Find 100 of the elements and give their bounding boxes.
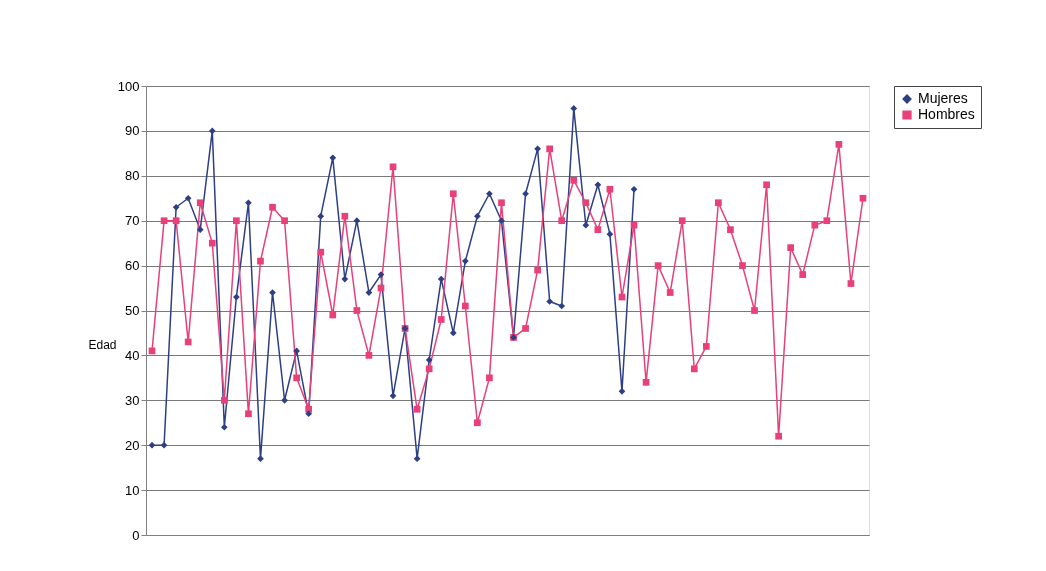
- y-tick-label: 70: [125, 213, 140, 229]
- point: [281, 396, 288, 404]
- point: [449, 329, 457, 337]
- point: [763, 181, 770, 189]
- point: [208, 127, 216, 135]
- y-tick-label: 90: [125, 123, 140, 139]
- point: [486, 190, 493, 198]
- point: [835, 141, 843, 148]
- point: [775, 432, 782, 440]
- legend-label: Hombres: [918, 106, 975, 122]
- y-tick-label: 100: [117, 78, 140, 94]
- point: [269, 289, 276, 296]
- point: [642, 378, 650, 386]
- point: [582, 221, 590, 229]
- point: [437, 275, 445, 283]
- point: [823, 217, 831, 225]
- point: [353, 307, 361, 314]
- point: [172, 203, 180, 211]
- y-tick-label: 80: [125, 168, 140, 184]
- point: [799, 271, 807, 278]
- y-tick-label: 50: [125, 303, 140, 318]
- point: [582, 199, 590, 207]
- point: [329, 154, 337, 162]
- point: [245, 410, 252, 418]
- y-tick-label: 40: [125, 347, 140, 363]
- y-tick-label: 60: [125, 258, 140, 274]
- point: [474, 419, 481, 427]
- point: [148, 441, 156, 449]
- point: [220, 423, 228, 431]
- point: [498, 199, 505, 207]
- point: [558, 302, 566, 310]
- point: [208, 239, 216, 247]
- point: [317, 248, 325, 256]
- point: [630, 221, 638, 229]
- y-tick-label: 0: [132, 527, 140, 543]
- point: [160, 217, 168, 225]
- point: [486, 374, 493, 382]
- point: [281, 217, 288, 225]
- point: [293, 374, 300, 382]
- point: [618, 387, 626, 395]
- point: [461, 302, 469, 310]
- point: [654, 262, 662, 269]
- point: [389, 392, 397, 400]
- point: [666, 289, 674, 296]
- point: [425, 356, 433, 364]
- point: [172, 217, 180, 225]
- point: [522, 325, 529, 332]
- point: [606, 230, 614, 238]
- point: [811, 221, 819, 229]
- point: [534, 145, 541, 153]
- y-tick-label: 30: [125, 392, 140, 408]
- point: [196, 226, 204, 234]
- legend-label: Mujeres: [918, 90, 968, 106]
- point: [630, 185, 638, 193]
- point: [413, 455, 421, 463]
- point: [341, 275, 349, 283]
- point: [546, 298, 554, 305]
- point: [257, 455, 264, 463]
- point: [305, 410, 313, 418]
- point: [498, 217, 505, 225]
- point: [341, 212, 349, 220]
- point: [558, 217, 566, 225]
- point: [678, 217, 686, 225]
- point: [847, 280, 855, 287]
- point: [245, 199, 252, 207]
- point: [293, 347, 300, 355]
- y-axis-title: Edad: [88, 337, 117, 352]
- point: [859, 194, 867, 202]
- point: [594, 181, 602, 189]
- point: [220, 396, 228, 404]
- point: [727, 226, 734, 234]
- point: [690, 365, 698, 373]
- point: [317, 212, 325, 220]
- point: [449, 190, 457, 198]
- point: [413, 405, 421, 413]
- point: [389, 163, 397, 171]
- point: [425, 365, 433, 373]
- point: [702, 343, 710, 350]
- point: [233, 217, 240, 225]
- point: [715, 199, 722, 207]
- point: [474, 212, 481, 220]
- point: [184, 194, 192, 202]
- point: [269, 203, 276, 211]
- point: [461, 257, 469, 265]
- point: [546, 145, 554, 153]
- point: [257, 257, 264, 265]
- point: [329, 311, 337, 319]
- point: [196, 199, 204, 207]
- point: [570, 176, 578, 184]
- point: [594, 226, 602, 234]
- point: [751, 307, 758, 314]
- point: [365, 352, 373, 359]
- point: [570, 105, 578, 112]
- point: [437, 316, 445, 323]
- point: [522, 190, 529, 198]
- point: [606, 185, 614, 193]
- point: [184, 338, 192, 346]
- point: [160, 441, 168, 449]
- point: [787, 244, 795, 251]
- y-tick-label: 10: [125, 482, 140, 498]
